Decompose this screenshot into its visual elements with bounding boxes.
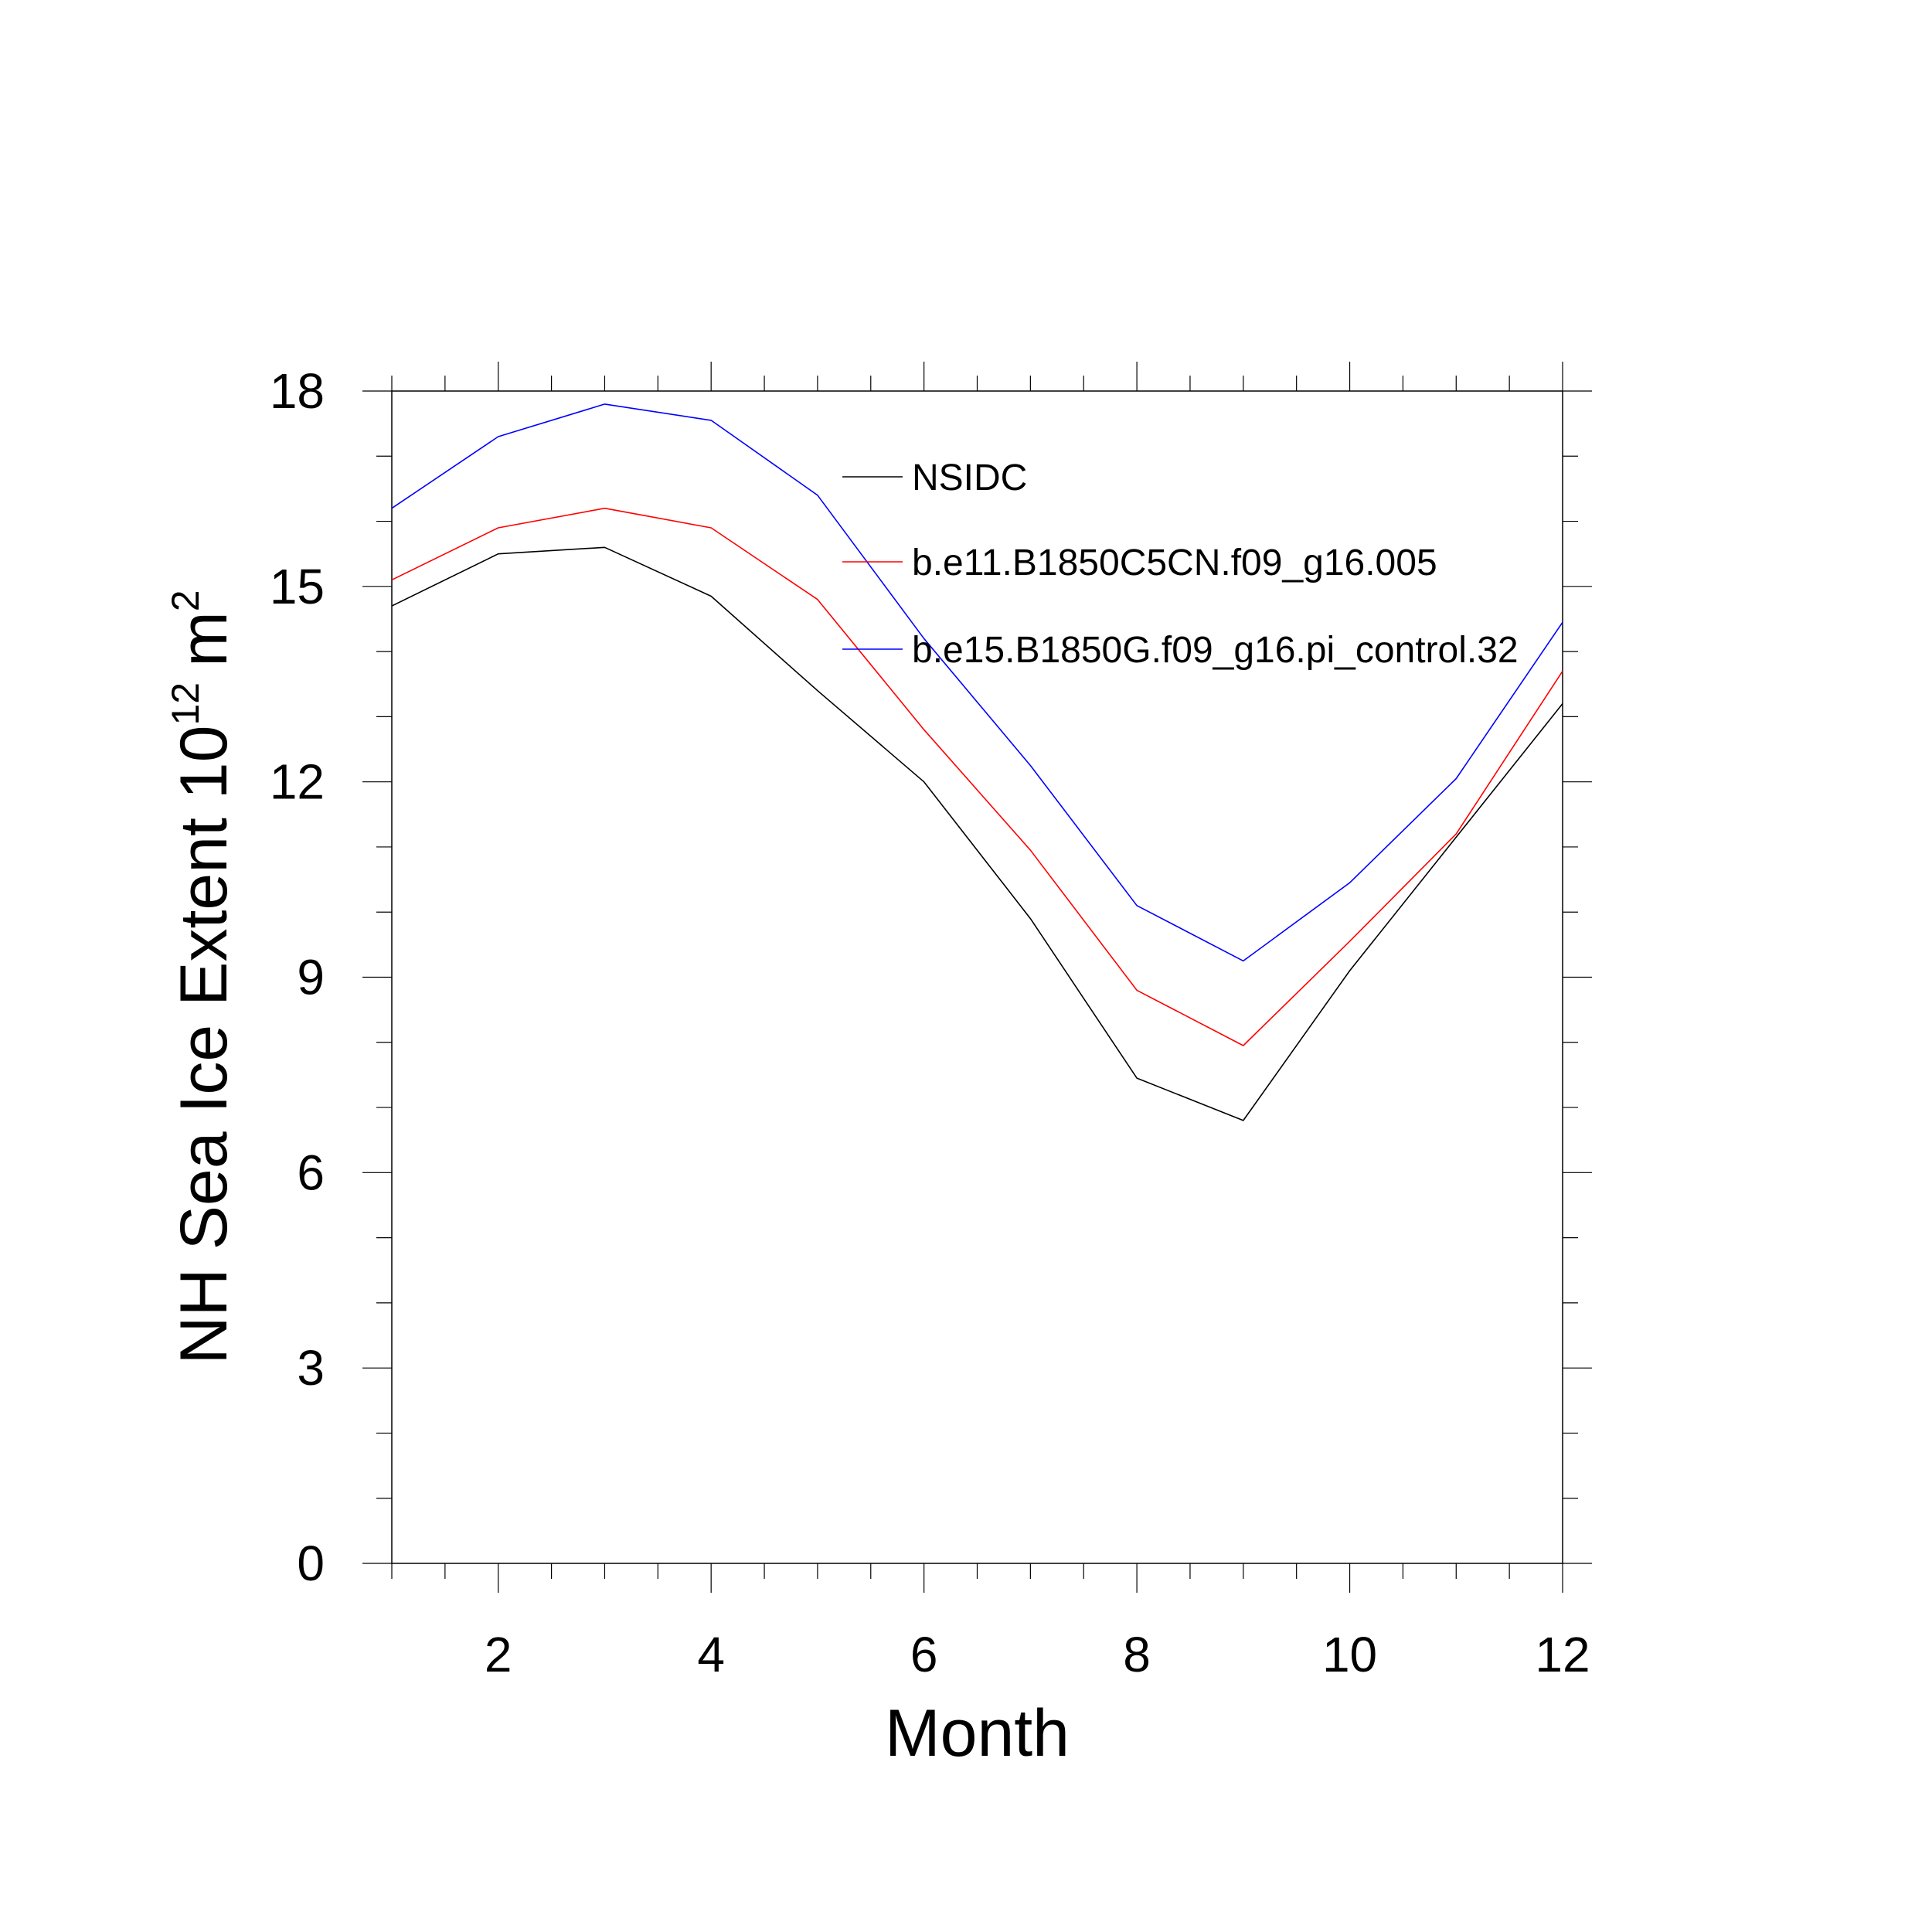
series-line-2 (391, 507, 1563, 1046)
legend-label-2: b.e11.B1850C5CN.f09_g16.005 (912, 543, 1437, 583)
x-axis-title: Month (885, 1696, 1070, 1770)
legend: NSIDC b.e11.B1850C5CN.f09_g16.005 b.e15.B1… (842, 457, 1519, 671)
x-tick-label: 8 (1123, 1627, 1151, 1682)
series-line-3 (391, 403, 1563, 962)
y-tick-label: 9 (297, 950, 325, 1005)
y-axis-title-exponent: 12 (164, 682, 207, 726)
y-tick-label: 15 (270, 559, 325, 614)
series-line-1 (391, 546, 1563, 1121)
y-tick-label: 3 (297, 1340, 325, 1396)
tick-labels: 2 4 6 8 10 12 0 3 6 9 12 15 18 (270, 363, 1590, 1682)
series-layer (391, 403, 1563, 1121)
y-tick-label: 18 (270, 363, 325, 419)
y-axis-title-unit-exponent: 2 (164, 590, 207, 611)
y-axis-title-text: NH Sea Ice Extent 10 (167, 726, 241, 1365)
legend-label-3: b.e15.B1850G.f09_g16.pi_control.32 (912, 630, 1519, 671)
y-tick-label: 0 (297, 1536, 325, 1591)
y-axis-title-unit: m (167, 611, 241, 667)
legend-label-1: NSIDC (912, 457, 1027, 498)
y-tick-label: 12 (270, 754, 325, 810)
x-tick-label: 6 (910, 1627, 938, 1682)
plot-frame (391, 390, 1563, 1564)
x-tick-label: 10 (1322, 1627, 1377, 1682)
x-tick-label: 4 (697, 1627, 725, 1682)
x-tick-label: 2 (485, 1627, 512, 1682)
y-axis-title: NH Sea Ice Extent 1012 m2 (164, 590, 241, 1364)
x-tick-label: 12 (1535, 1627, 1590, 1682)
axis-ticks (362, 362, 1592, 1593)
y-tick-label: 6 (297, 1145, 325, 1200)
svg-text:NH Sea Ice Extent 1012m2: NH Sea Ice Extent 1012 m2 (164, 590, 241, 1364)
